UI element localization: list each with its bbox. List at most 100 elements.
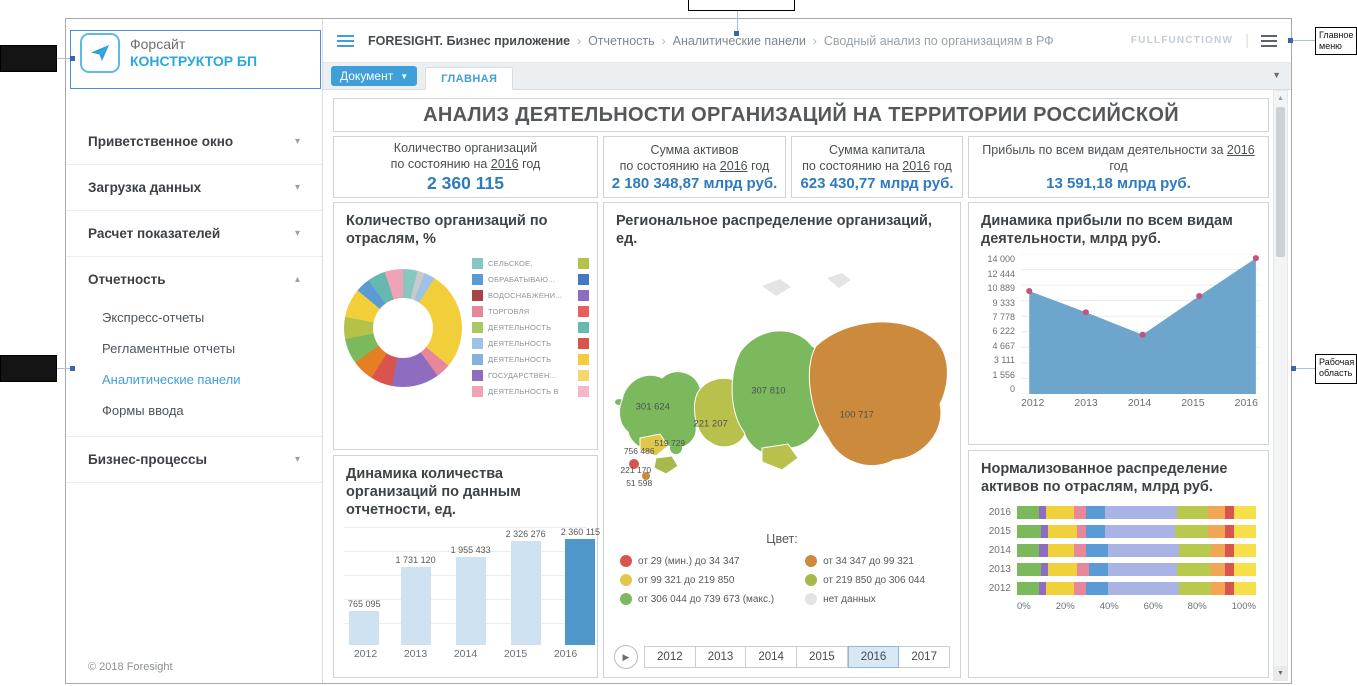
map-region-small[interactable] (653, 455, 679, 475)
legend-color-dot (620, 555, 632, 568)
annotation-marker (734, 31, 739, 36)
map-legend-item-4: от 219 850 до 306 044 (805, 574, 944, 587)
sidebar-subitem-1[interactable]: Регламентные отчеты (102, 341, 236, 356)
bar[interactable] (510, 541, 541, 646)
timeline-year-2015[interactable]: 2015 (797, 646, 848, 668)
kpi-year-link[interactable]: 2016 (490, 157, 519, 171)
x-tick-label: 2015 (1181, 397, 1205, 410)
scroll-down-arrow-icon[interactable]: ▼ (1274, 666, 1287, 680)
legend-label: от 99 321 до 219 850 (638, 574, 735, 586)
scrollbar-thumb[interactable] (1276, 107, 1285, 257)
stacked-bar[interactable] (1017, 582, 1256, 596)
main-area: FORESIGHT. Бизнес приложение › Отчетность ›… (323, 19, 1291, 683)
bar[interactable] (565, 539, 596, 646)
kpi-label: Прибыль по всем видам деятельности за 20… (982, 142, 1255, 173)
legend-swatch (578, 258, 589, 270)
map-legend-title: Цвет: (766, 532, 798, 547)
breadcrumb-item-0[interactable]: FORESIGHT. Бизнес приложение (368, 33, 571, 48)
y-tick-label: 14 000 (987, 254, 1015, 265)
timeline-year-2014[interactable]: 2014 (746, 646, 798, 668)
sidebar-item-1[interactable]: Загрузка данных ▾ (66, 165, 322, 211)
sidebar-subitem-2[interactable]: Аналитические панели (102, 372, 241, 387)
play-button[interactable]: ▶ (614, 645, 638, 669)
breadcrumb: FORESIGHT. Бизнес приложение › Отчетность ›… (368, 34, 1054, 48)
map-region-no-data[interactable] (762, 279, 791, 297)
kpi-year-link[interactable]: 2016 (719, 159, 748, 173)
breadcrumb-item-1[interactable]: Отчетность (588, 33, 655, 48)
kpi-label: по состоянию на 2016 год (390, 157, 541, 171)
map-region-west[interactable] (619, 371, 708, 452)
data-point-marker[interactable] (1252, 255, 1259, 262)
map-region-small[interactable] (642, 472, 650, 481)
stacked-bar-segment (1074, 506, 1087, 520)
app-logo[interactable]: Форсайт КОНСТРУКТОР БП (80, 33, 257, 73)
sidebar-item-2[interactable]: Расчет показателей ▾ (66, 211, 322, 257)
data-point-marker[interactable] (1139, 331, 1146, 338)
timeline-year-2013[interactable]: 2013 (695, 646, 747, 668)
timeline-year-2012[interactable]: 2012 (644, 646, 696, 668)
donut-chart[interactable] (344, 268, 462, 387)
breadcrumb-item-3[interactable]: Сводный анализ по организациям в РФ (823, 33, 1054, 48)
map-region-small[interactable] (670, 442, 682, 455)
stacked-bar-segment (1086, 582, 1108, 596)
data-point-marker[interactable] (1196, 293, 1203, 300)
map-region-center[interactable] (731, 330, 828, 456)
sidebar-toggle-hamburger-icon[interactable] (337, 34, 354, 47)
stacked-bar-segment (1234, 582, 1256, 596)
stacked-bar-segment (1224, 544, 1235, 558)
map-region-no-data[interactable] (827, 273, 851, 289)
bar[interactable] (400, 567, 431, 646)
kpi-year-link[interactable]: 2016 (1226, 142, 1255, 157)
app-window: Форсайт КОНСТРУКТОР БП Приветственное ок… (65, 18, 1292, 684)
dashboard-title: АНАЛИЗ ДЕЯТЕЛЬНОСТИ ОРГАНИЗАЦИЙ НА ТЕРРИ… (333, 98, 1269, 132)
stacked-bar-segment (1210, 563, 1225, 577)
logo-text-line2: КОНСТРУКТОР БП (130, 53, 258, 69)
stacked-bar-row-2014: 2014 (975, 544, 1256, 558)
sidebar-item-4[interactable]: Бизнес-процессы ▾ (66, 437, 322, 483)
stacked-bar[interactable] (1017, 525, 1256, 539)
document-button[interactable]: Документ ▼ (331, 66, 418, 86)
data-point-marker[interactable] (1026, 288, 1033, 295)
timeline-year-2016[interactable]: 2016 (847, 646, 900, 668)
x-tick-label: 40% (1099, 601, 1119, 613)
panel-donut-chart: Количество организаций по отраслям, % СЕ… (333, 202, 598, 450)
divider: | (1245, 32, 1249, 49)
bar[interactable] (349, 611, 380, 646)
stacked-bar[interactable] (1017, 563, 1256, 577)
sidebar-item-3[interactable]: Отчетность ▴ (66, 257, 322, 302)
area-series[interactable] (1029, 258, 1256, 395)
vertical-scrollbar[interactable]: ▲ ▼ (1273, 90, 1288, 681)
annotation-callout-work-area: Рабочая область (1315, 354, 1357, 384)
breadcrumb-item-2[interactable]: Аналитические панели (672, 33, 806, 48)
sidebar-subitem-0[interactable]: Экспресс-отчеты (102, 310, 205, 325)
legend-swatch (578, 290, 589, 302)
tab-home[interactable]: ГЛАВНАЯ (425, 67, 514, 90)
area-chart-plot[interactable] (1021, 253, 1260, 395)
map-region-south[interactable] (761, 443, 799, 471)
map-region-east[interactable] (808, 321, 948, 467)
scroll-up-arrow-icon[interactable]: ▲ (1277, 94, 1284, 102)
stacked-bar[interactable] (1017, 544, 1256, 558)
annotation-marker (70, 366, 75, 371)
main-menu-hamburger-icon[interactable] (1261, 34, 1277, 47)
data-point-marker[interactable] (1082, 309, 1089, 316)
legend-swatch (472, 354, 483, 366)
panel-stacked-bar-chart: Нормализованное распределение активов по… (968, 450, 1269, 678)
timeline-year-2017[interactable]: 2017 (899, 646, 951, 668)
bar[interactable] (455, 557, 486, 646)
sidebar-subitem-3[interactable]: Формы ввода (102, 403, 184, 418)
panel-map: Региональное распределение организаций, … (603, 202, 961, 678)
sidebar-item-0[interactable]: Приветственное окно ▾ (66, 119, 322, 165)
map-region-small[interactable] (639, 433, 669, 457)
legend-swatch (472, 322, 483, 334)
kpi-year-link[interactable]: 2016 (902, 159, 931, 173)
x-tick-label: 0% (1017, 601, 1031, 613)
map-region-small[interactable] (629, 459, 639, 470)
stacked-bar-segment (1045, 506, 1075, 520)
russia-map[interactable] (612, 252, 952, 524)
kpi-label: Сумма капитала (829, 142, 925, 157)
stacked-bar[interactable] (1017, 506, 1256, 520)
tabstrip-dropdown-icon[interactable]: ▼ (1272, 70, 1281, 80)
bar-column-2013: 1 731 120 (396, 527, 436, 646)
